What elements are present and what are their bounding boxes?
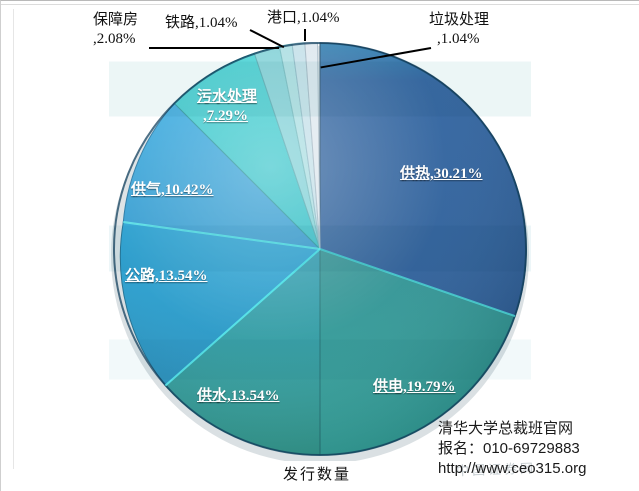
pie-chart-svg: [111, 42, 529, 461]
pie-edge-highlight-gongdian: [319, 248, 516, 318]
callout-gangkou: 港口,1.04%: [267, 9, 340, 28]
slice-label-wushuichuli-line1: 污水处理: [197, 89, 258, 105]
axis-title: 发行数量: [283, 467, 352, 483]
slice-label-gonglu: 公路,13.54%: [125, 268, 208, 284]
callout-lajichuli-line2: ,1.04%: [437, 31, 480, 47]
leader-tick-gangkou: [304, 29, 306, 41]
callout-lajichuli: 垃圾处理 ,1.04%: [429, 11, 489, 49]
slice-label-wushuichuli: 污水处理 ,7.29%: [197, 88, 257, 126]
slice-label-gongshui: 供水,13.54%: [197, 388, 280, 404]
pie-chart: [109, 39, 531, 461]
callout-baozhangfang: 保障房 ,2.08%: [93, 11, 138, 49]
callout-baozhangfang-line1: 保障房: [93, 12, 139, 28]
pie-edge-highlight-gonglu: [123, 221, 321, 250]
slice-label-gongre: 供热,30.21%: [400, 166, 483, 182]
slice-label-wushuichuli-line2: ,7.29%: [203, 108, 248, 124]
leader-line-baozhangfang: [149, 47, 279, 49]
callout-tielu-text: 铁路,1.04%: [165, 15, 238, 31]
slice-label-gongqi: 供气,10.42%: [131, 182, 214, 198]
promo-line-3[interactable]: http://www.ceo315.org: [438, 460, 587, 477]
pie-edge-highlight-gongshui: [164, 248, 321, 387]
promo-line-2: 报名：010-69729883: [438, 440, 580, 457]
pie-outer-rim: [113, 42, 527, 456]
frame-line-left: [13, 9, 14, 469]
callout-lajichuli-line1: 垃圾处理: [429, 12, 490, 28]
callout-gangkou-text: 港口,1.04%: [267, 10, 340, 26]
promo-block: 清华大学总裁班官网 报名：010-69729883 http://www.ceo…: [438, 419, 586, 479]
promo-line-1: 清华大学总裁班官网: [438, 420, 574, 437]
callout-tielu: 铁路,1.04%: [165, 14, 238, 33]
frame-line-top: [1, 4, 639, 5]
slice-label-gongdian: 供电,19.79%: [373, 379, 456, 395]
callout-baozhangfang-line2: ,2.08%: [93, 31, 136, 47]
